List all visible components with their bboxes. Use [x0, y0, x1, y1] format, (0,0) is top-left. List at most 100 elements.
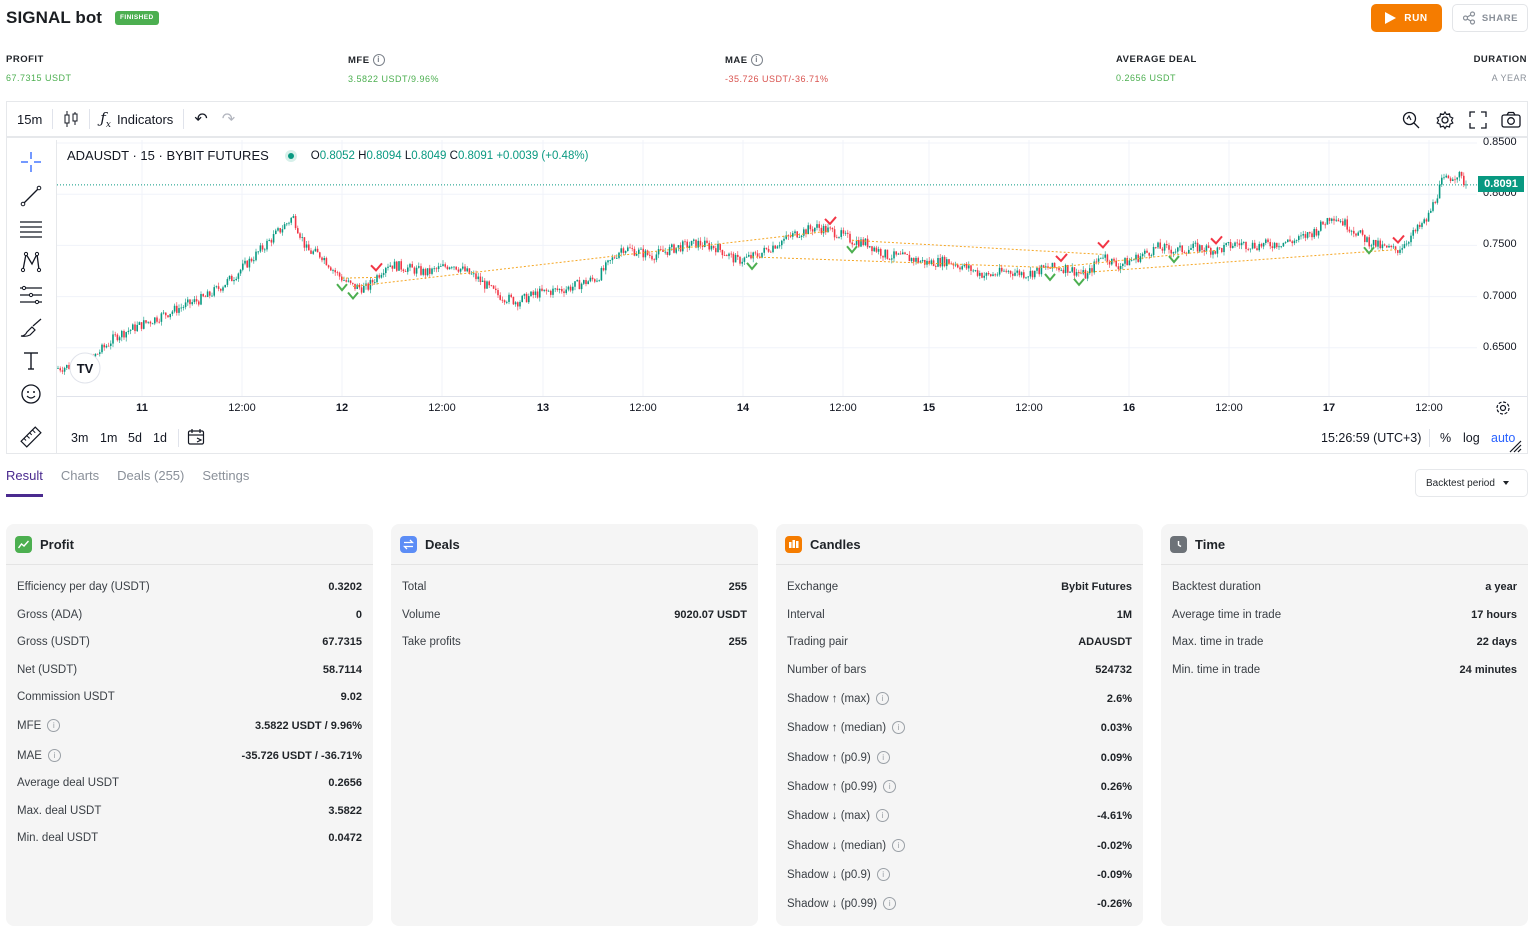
- candle-body: [1016, 270, 1018, 273]
- candle-body: [1262, 242, 1265, 247]
- info-icon[interactable]: i: [47, 749, 61, 762]
- candle-body: [1093, 261, 1095, 273]
- metric-label-wrap: Shadow ↓ (p0.9) i: [787, 868, 890, 881]
- axis-settings-icon[interactable]: [1495, 400, 1511, 416]
- metric-value: 0.09%: [1100, 751, 1132, 764]
- settings-icon[interactable]: [1435, 110, 1455, 130]
- tab-settings[interactable]: Settings: [202, 468, 250, 483]
- range-3m[interactable]: 3m: [71, 431, 89, 445]
- tab-deals[interactable]: Deals (255): [117, 468, 185, 483]
- candle-body: [481, 280, 484, 283]
- info-icon[interactable]: i: [883, 897, 897, 910]
- metric-label: Shadow ↑ (p0.9): [787, 751, 871, 764]
- candle-body: [1410, 235, 1412, 243]
- log-scale-toggle[interactable]: log: [1463, 431, 1480, 445]
- candle-body: [851, 242, 853, 245]
- info-icon[interactable]: i: [883, 780, 897, 793]
- candle-body: [1390, 245, 1392, 248]
- candle-body: [1201, 245, 1203, 251]
- candle-body: [572, 286, 574, 291]
- text-tool[interactable]: [19, 349, 43, 373]
- candle-body: [858, 240, 860, 247]
- candle-body: [270, 239, 273, 243]
- candle-body: [972, 270, 974, 272]
- info-icon[interactable]: i: [892, 721, 906, 734]
- info-icon[interactable]: i: [892, 839, 906, 852]
- candle-body: [160, 313, 163, 322]
- info-icon[interactable]: i: [876, 868, 890, 881]
- candle-body: [118, 337, 121, 341]
- chart-type-button[interactable]: [53, 101, 89, 137]
- candle-body: [959, 267, 961, 270]
- pattern-tool[interactable]: [19, 250, 43, 274]
- function-icon: ƒx: [100, 108, 111, 130]
- quick-search-icon[interactable]: [1401, 110, 1421, 130]
- candle-body: [519, 301, 521, 307]
- tab-result[interactable]: Result: [6, 468, 43, 497]
- info-icon[interactable]: i: [876, 809, 890, 822]
- info-icon[interactable]: i: [876, 692, 890, 705]
- trend-line-tool[interactable]: [19, 184, 43, 208]
- candle-body: [299, 233, 301, 238]
- emoji-tool[interactable]: [19, 382, 43, 406]
- candle-body: [530, 291, 532, 297]
- crosshair-tool[interactable]: [19, 150, 43, 174]
- share-label: SHARE: [1481, 12, 1519, 24]
- candle-body: [693, 239, 695, 241]
- range-1m[interactable]: 1m: [100, 431, 118, 445]
- tab-charts[interactable]: Charts: [60, 468, 100, 483]
- camera-icon[interactable]: [1501, 111, 1521, 129]
- candle-body: [257, 251, 259, 253]
- metric-row: Backtest duration a year: [1172, 581, 1517, 593]
- date-range-icon[interactable]: [187, 428, 207, 447]
- candle-body: [745, 256, 748, 258]
- candle-body: [497, 290, 499, 296]
- info-icon[interactable]: i: [47, 719, 61, 732]
- time-axis[interactable]: 11 12:00 12 12:00 13 12:00 14 12:00 15 12:00 16 12:…: [57, 396, 1527, 420]
- candle-body: [677, 245, 680, 248]
- interval-button[interactable]: 15m: [17, 111, 43, 127]
- info-icon[interactable]: i: [372, 54, 385, 66]
- candle-body: [1034, 270, 1036, 278]
- metric-label-wrap: Shadow ↓ (max) i: [787, 809, 890, 822]
- candle-body: [1267, 239, 1269, 243]
- period-select[interactable]: Backtest period: [1415, 469, 1528, 497]
- brush-tool[interactable]: [19, 316, 43, 340]
- candle-body: [1298, 236, 1300, 240]
- candle-body: [1405, 243, 1408, 245]
- buy-marker: [336, 283, 348, 292]
- percent-scale-toggle[interactable]: %: [1440, 431, 1452, 445]
- auto-scale-toggle[interactable]: auto: [1491, 431, 1516, 445]
- candle-body: [915, 257, 917, 262]
- fib-tool[interactable]: [19, 217, 43, 241]
- indicators-button[interactable]: ƒx Indicators: [90, 101, 183, 137]
- candle-body: [129, 329, 132, 331]
- candle-body: [1289, 239, 1291, 242]
- forecast-tool[interactable]: [19, 283, 43, 307]
- candle-body: [875, 247, 878, 252]
- resize-grip-icon[interactable]: [1509, 440, 1522, 453]
- redo-button[interactable]: ↷: [218, 101, 245, 137]
- undo-button[interactable]: ↶: [184, 101, 217, 137]
- metric-value: 0.26%: [1100, 780, 1132, 793]
- trade-connector: [751, 256, 1062, 269]
- ruler-tool[interactable]: [19, 425, 43, 449]
- run-button[interactable]: RUN: [1371, 4, 1442, 32]
- candle-body: [1452, 179, 1454, 181]
- fullscreen-icon[interactable]: [1469, 111, 1487, 129]
- candle-body: [1075, 272, 1078, 276]
- candle-body: [1300, 235, 1302, 237]
- candle-body: [510, 294, 512, 297]
- range-5d[interactable]: 5d: [128, 431, 142, 445]
- metric-label-wrap: Average deal USDT: [17, 777, 119, 789]
- price-chart-plot[interactable]: TV: [57, 140, 1477, 396]
- metric-value: 9020.07 USDT: [674, 609, 747, 621]
- candle-body: [976, 270, 979, 276]
- range-1d[interactable]: 1d: [153, 431, 167, 445]
- info-icon[interactable]: i: [876, 751, 890, 764]
- share-button[interactable]: SHARE: [1452, 4, 1528, 32]
- candle-body: [1053, 262, 1056, 268]
- info-icon[interactable]: i: [750, 54, 763, 66]
- candle-body: [754, 252, 757, 254]
- candle-body: [1251, 242, 1254, 249]
